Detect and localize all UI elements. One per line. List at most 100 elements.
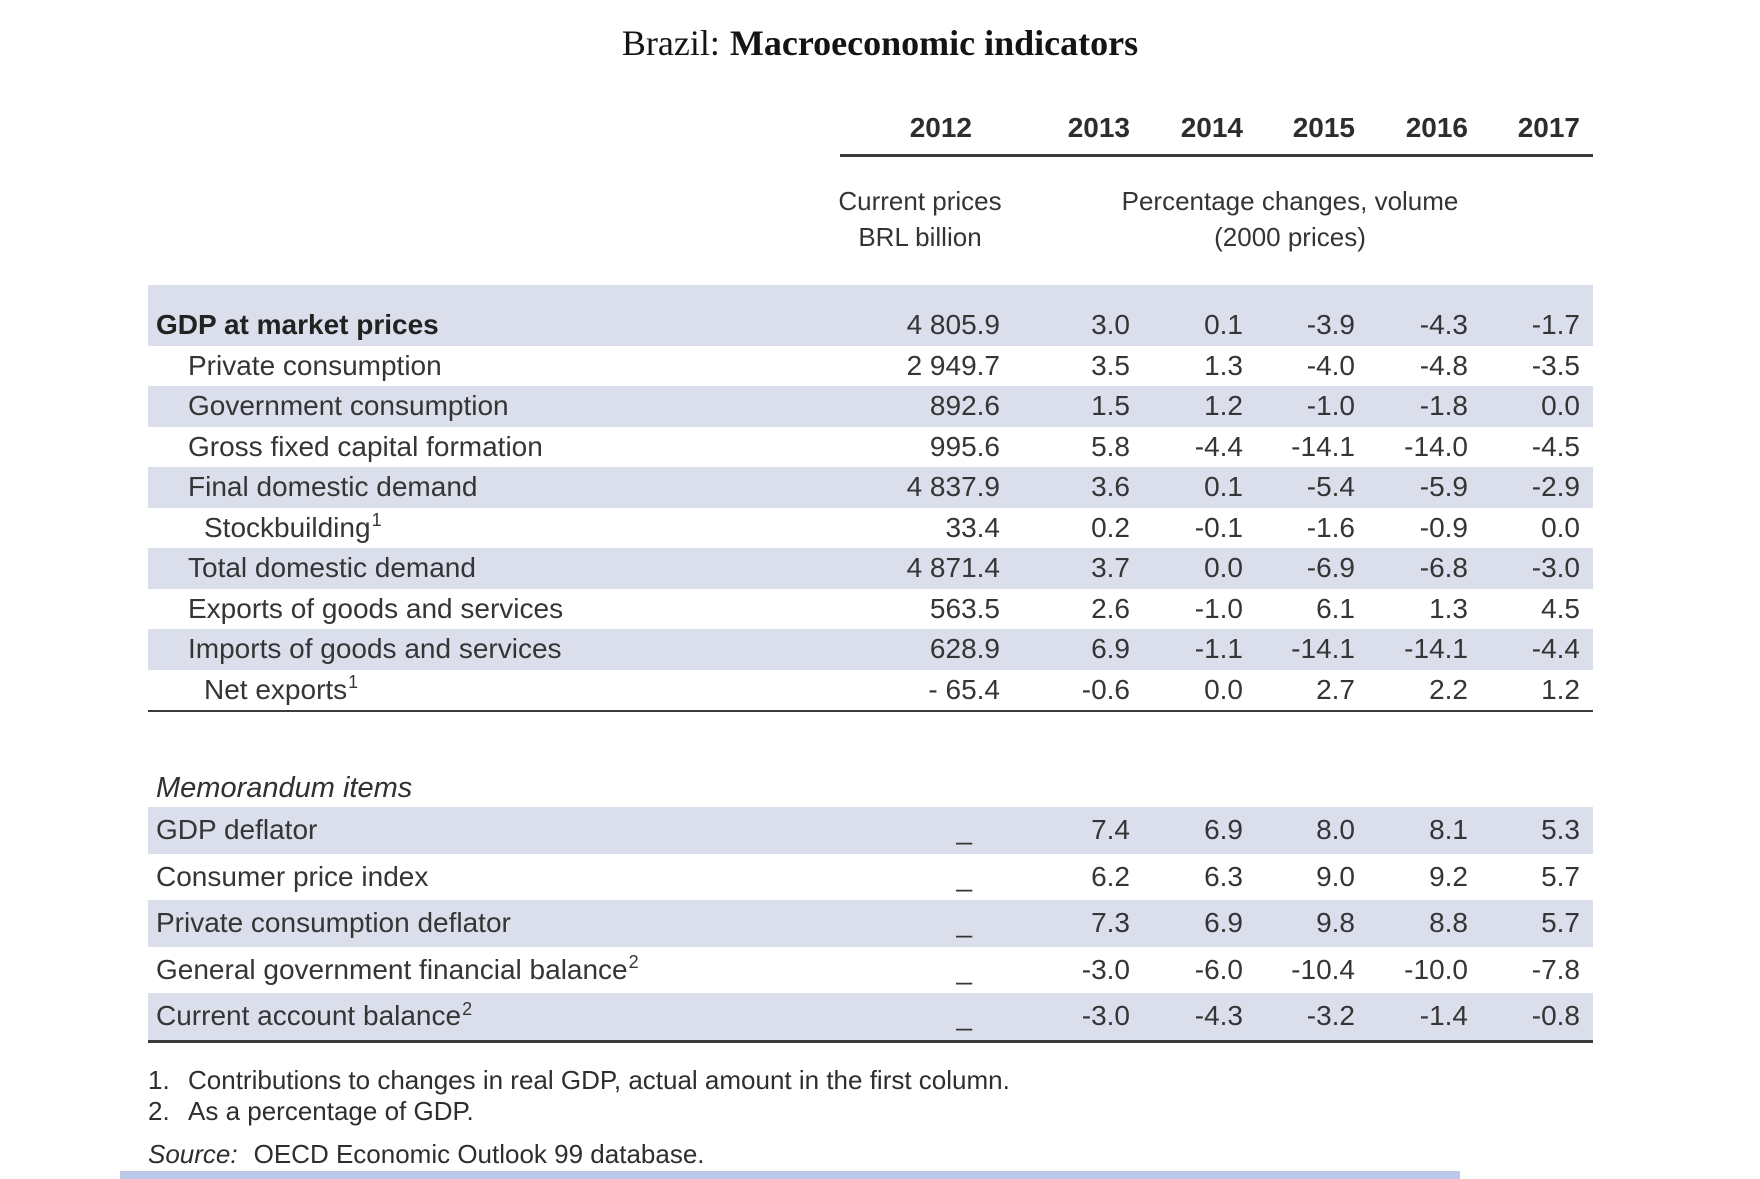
title-main: Macroeconomic indicators <box>729 23 1139 63</box>
footnote-marker: 1 <box>348 672 359 693</box>
value-cell: 3.0 <box>1091 309 1130 340</box>
table-row: General government financial balance2 _ -3… <box>148 947 1593 994</box>
macro-indicators-table: 2012 2013 2014 2015 2016 2017 Current prices … <box>148 108 1593 1170</box>
table-row: GDP at market prices 4 805.9 3.0 0.1 -3.9 -4.… <box>148 285 1593 346</box>
value-cell: -0.1 <box>1194 511 1243 543</box>
value-cell: 8.8 <box>1429 907 1468 938</box>
value-cell: 1.2 <box>1204 390 1243 421</box>
value-cell: 6.3 <box>1204 860 1243 892</box>
row-label: Stockbuilding1 <box>204 510 382 543</box>
value-cell: 1.2 <box>1541 673 1580 705</box>
value-cell: 3.7 <box>1091 552 1130 583</box>
value-cell: 9.2 <box>1429 860 1468 892</box>
row-label: Current account balance2 <box>156 998 473 1031</box>
subheader-current-prices-line2: BRL billion <box>858 222 982 252</box>
footnote-marker: 2 <box>628 952 639 973</box>
value-cell: 0.0 <box>1204 673 1243 705</box>
value-cell: -6.8 <box>1419 552 1468 583</box>
row-label: Private consumption deflator <box>156 907 511 938</box>
value-cell: 1.3 <box>1204 349 1243 381</box>
value-cell: -3.5 <box>1531 349 1580 381</box>
value-cell: 7.4 <box>1091 814 1130 845</box>
value-cell: 5.7 <box>1541 860 1580 892</box>
value-cell: _ <box>956 1000 972 1031</box>
row-label: GDP at market prices <box>156 309 439 340</box>
title-prefix: Brazil: <box>621 23 720 63</box>
row-label: Final domestic demand <box>188 471 478 502</box>
row-label: Government consumption <box>188 390 509 421</box>
value-cell: 995.6 <box>929 430 1000 462</box>
value-cell: 2.6 <box>1091 592 1130 624</box>
value-cell: 9.8 <box>1316 907 1355 938</box>
value-cell: 0.1 <box>1204 309 1243 340</box>
subheader-current-prices: Current prices BRL billion <box>838 183 1001 255</box>
table-row: Stockbuilding1 33.4 0.2 -0.1 -1.6 -0.9 0.0 <box>148 508 1593 549</box>
source-label: Source: <box>148 1138 238 1169</box>
table-row: Total domestic demand 4 871.4 3.7 0.0 -6.9 -6… <box>148 548 1593 589</box>
subheader-percentage-changes-line1: Percentage changes, volume <box>1121 186 1459 216</box>
table-row: Exports of goods and services 563.5 2.6 -1.… <box>148 589 1593 630</box>
row-label: Exports of goods and services <box>188 592 564 624</box>
value-cell: 8.1 <box>1429 814 1468 845</box>
value-cell: -4.5 <box>1531 430 1580 462</box>
value-cell: 4 837.9 <box>906 471 1000 502</box>
value-cell: 5.3 <box>1541 814 1580 845</box>
value-cell: -0.8 <box>1531 1000 1580 1031</box>
value-cell: -1.8 <box>1419 390 1468 421</box>
value-cell: 33.4 <box>945 511 1001 543</box>
subheader-percentage-changes: Percentage changes, volume (2000 prices) <box>1000 183 1580 255</box>
footnote-marker: 1 <box>371 510 382 531</box>
table-row: Gross fixed capital formation 995.6 5.8 -4.… <box>148 427 1593 468</box>
value-cell: -1.0 <box>1306 390 1355 421</box>
table-row: GDP deflator _ 7.4 6.9 8.0 8.1 5.3 <box>148 807 1593 854</box>
header-rule <box>840 154 1593 157</box>
value-cell: - 65.4 <box>928 673 1000 705</box>
memo-rows: GDP deflator _ 7.4 6.9 8.0 8.1 5.3 Consumer pri… <box>148 807 1593 1040</box>
row-label: General government financial balance2 <box>156 952 639 985</box>
value-cell: 4 871.4 <box>906 552 1000 583</box>
value-cell: -0.9 <box>1419 511 1468 543</box>
footnote-2-number: 2. <box>148 1095 170 1126</box>
value-cell: 0.0 <box>1541 511 1580 543</box>
value-cell: -6.9 <box>1306 552 1355 583</box>
value-cell: -3.0 <box>1081 1000 1130 1031</box>
value-cell: -1.0 <box>1194 592 1243 624</box>
value-cell: -5.4 <box>1306 471 1355 502</box>
value-cell: _ <box>956 907 972 938</box>
memo-section-header: Memorandum items <box>156 772 413 804</box>
value-cell: -1.1 <box>1194 633 1243 664</box>
value-cell: 2.2 <box>1429 673 1468 705</box>
value-cell: 5.8 <box>1091 430 1130 462</box>
row-label: Private consumption <box>188 349 442 381</box>
footnote-1: 1. Contributions to changes in real GDP, … <box>148 1065 1593 1096</box>
value-cell: -5.9 <box>1419 471 1468 502</box>
footnote-marker: 2 <box>462 998 473 1019</box>
subheader-percentage-changes-line2: (2000 prices) <box>1214 222 1366 252</box>
value-cell: -1.7 <box>1531 309 1580 340</box>
value-cell: -4.8 <box>1419 349 1468 381</box>
value-cell: 6.1 <box>1316 592 1355 624</box>
table-row: Private consumption deflator _ 7.3 6.9 9.8 8.… <box>148 900 1593 947</box>
value-cell: 4.5 <box>1541 592 1580 624</box>
value-cell: 7.3 <box>1091 907 1130 938</box>
source-text: OECD Economic Outlook 99 database. <box>253 1138 705 1169</box>
value-cell: 2 949.7 <box>906 349 1000 381</box>
main-rows: GDP at market prices 4 805.9 3.0 0.1 -3.9 -4.… <box>148 285 1593 710</box>
value-cell: _ <box>956 953 972 985</box>
row-label: Gross fixed capital formation <box>188 430 543 462</box>
value-cell: -3.0 <box>1531 552 1580 583</box>
subheader-row: Current prices BRL billion Percentage ch… <box>148 183 1593 255</box>
value-cell: 5.7 <box>1541 907 1580 938</box>
value-cell: -4.0 <box>1306 349 1355 381</box>
value-cell: -14.1 <box>1291 633 1355 664</box>
value-cell: 0.2 <box>1091 511 1130 543</box>
value-cell: 6.9 <box>1091 633 1130 664</box>
value-cell: 6.9 <box>1204 814 1243 845</box>
row-label: Consumer price index <box>156 860 429 892</box>
value-cell: 3.6 <box>1091 471 1130 502</box>
table-row: Government consumption 892.6 1.5 1.2 -1.0 -1.… <box>148 386 1593 427</box>
table-row: Final domestic demand 4 837.9 3.6 0.1 -5.4 -5… <box>148 467 1593 508</box>
value-cell: 4 805.9 <box>906 309 1000 340</box>
value-cell: 8.0 <box>1316 814 1355 845</box>
